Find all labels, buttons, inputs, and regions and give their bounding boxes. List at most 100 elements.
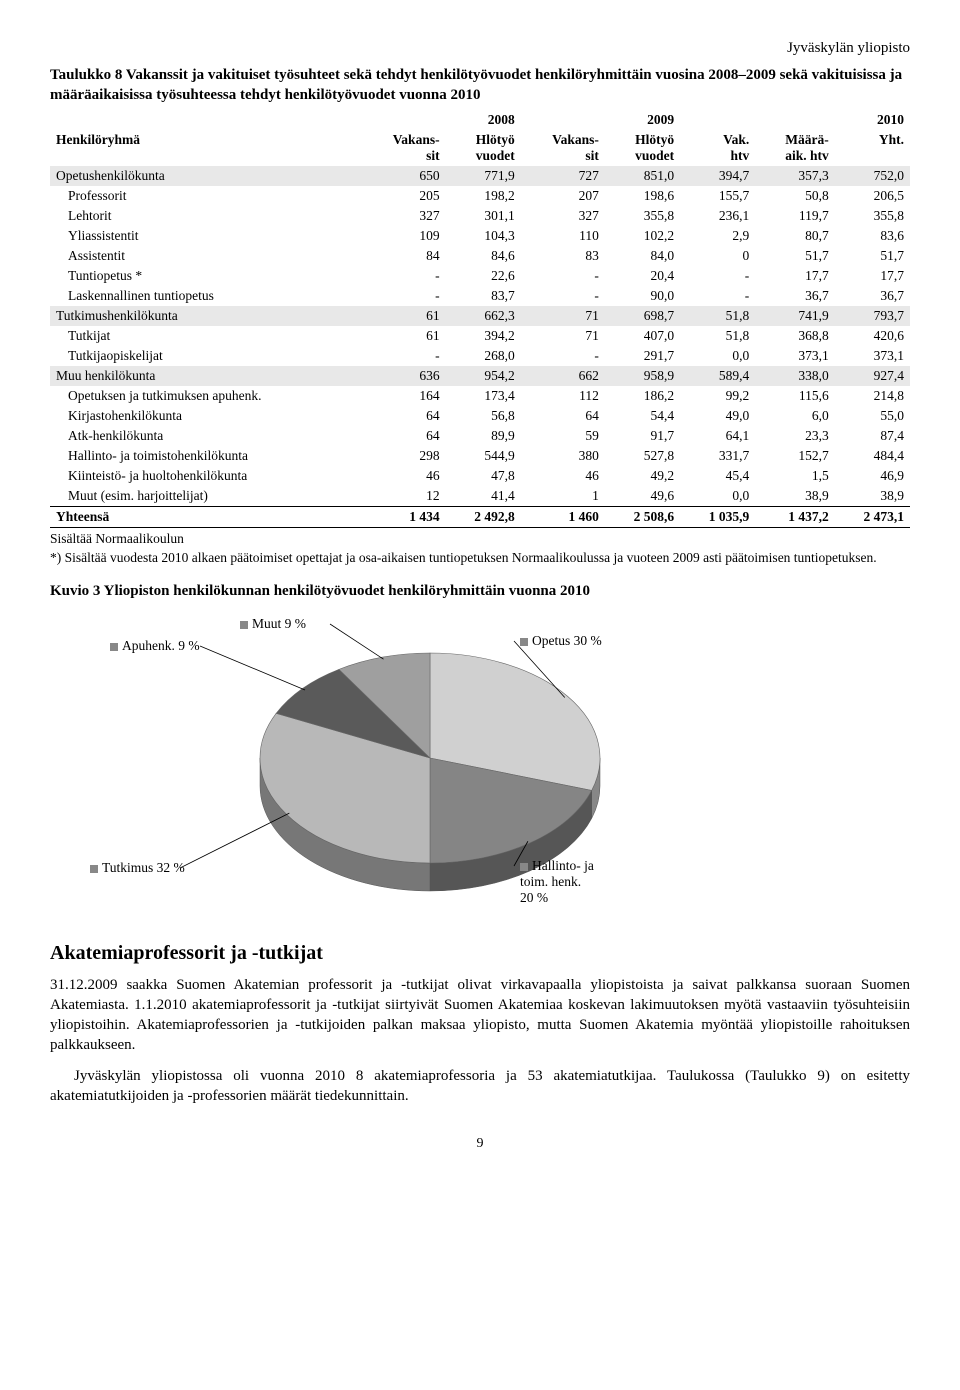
legend-text: Tutkimus 32 % <box>102 860 185 875</box>
cell: - <box>521 286 605 306</box>
table-row: Assistentit8484,68384,0051,751,7 <box>50 246 910 266</box>
legend-text: Muut 9 % <box>252 616 306 631</box>
row-label: Kiinteistö- ja huoltohenkilökunta <box>50 466 361 486</box>
cell: 373,1 <box>755 346 834 366</box>
legend-marker-icon <box>110 643 118 651</box>
cell: 331,7 <box>680 446 755 466</box>
body-paragraph-1: 31.12.2009 saakka Suomen Akatemian profe… <box>50 975 910 1056</box>
cell: 155,7 <box>680 186 755 206</box>
cell: 394,7 <box>680 166 755 186</box>
table-total-row: Yhteensä1 4342 492,81 4602 508,61 035,91… <box>50 506 910 527</box>
cell: 84,0 <box>605 246 680 266</box>
col-vakanssit-09: Vakans- sit <box>521 130 605 166</box>
cell: 38,9 <box>755 486 834 507</box>
cell: 56,8 <box>446 406 521 426</box>
table-row: Tuntiopetus *-22,6-20,4-17,717,7 <box>50 266 910 286</box>
cell: 650 <box>361 166 445 186</box>
cell: 38,9 <box>835 486 910 507</box>
cell: 394,2 <box>446 326 521 346</box>
total-cell: 2 492,8 <box>446 506 521 527</box>
cell: 484,4 <box>835 446 910 466</box>
cell: 268,0 <box>446 346 521 366</box>
cell: 84,6 <box>446 246 521 266</box>
cell: 752,0 <box>835 166 910 186</box>
cell: 327 <box>521 206 605 226</box>
cell: 61 <box>361 306 445 326</box>
cell: 51,7 <box>755 246 834 266</box>
cell: 55,0 <box>835 406 910 426</box>
cell: 89,9 <box>446 426 521 446</box>
col-hlotyo-09: Hlötyö vuodet <box>605 130 680 166</box>
cell: 186,2 <box>605 386 680 406</box>
cell: 45,4 <box>680 466 755 486</box>
cell: 589,4 <box>680 366 755 386</box>
cell: 236,1 <box>680 206 755 226</box>
cell: 793,7 <box>835 306 910 326</box>
cell: 59 <box>521 426 605 446</box>
cell: 198,2 <box>446 186 521 206</box>
row-label: Yliassistentit <box>50 226 361 246</box>
cell: 64 <box>361 406 445 426</box>
cell: 954,2 <box>446 366 521 386</box>
cell: 84 <box>361 246 445 266</box>
cell: 198,6 <box>605 186 680 206</box>
table-year-row: 2008 2009 2010 <box>50 110 910 130</box>
cell: 64 <box>361 426 445 446</box>
cell: 368,8 <box>755 326 834 346</box>
table-row: Opetuksen ja tutkimuksen apuhenk.164173,… <box>50 386 910 406</box>
section-heading: Akatemiaprofessorit ja -tutkijat <box>50 942 910 965</box>
legend-marker-icon <box>520 863 528 871</box>
cell: 49,0 <box>680 406 755 426</box>
cell: 51,7 <box>835 246 910 266</box>
cell: 61 <box>361 326 445 346</box>
table-row: Lehtorit327301,1327355,8236,1119,7355,8 <box>50 206 910 226</box>
cell: 214,8 <box>835 386 910 406</box>
cell: 102,2 <box>605 226 680 246</box>
cell: 119,7 <box>755 206 834 226</box>
row-label: Atk-henkilökunta <box>50 426 361 446</box>
cell: 741,9 <box>755 306 834 326</box>
table-row: Kiinteistö- ja huoltohenkilökunta4647,84… <box>50 466 910 486</box>
cell: 17,7 <box>835 266 910 286</box>
row-label: Hallinto- ja toimistohenkilökunta <box>50 446 361 466</box>
cell: 727 <box>521 166 605 186</box>
row-label: Muut (esim. harjoittelijat) <box>50 486 361 507</box>
row-label: Laskennallinen tuntiopetus <box>50 286 361 306</box>
cell: 407,0 <box>605 326 680 346</box>
cell: 357,3 <box>755 166 834 186</box>
cell: 662 <box>521 366 605 386</box>
table-caption: Taulukko 8 Vakanssit ja vakituiset työsu… <box>50 65 910 106</box>
cell: 64 <box>521 406 605 426</box>
cell: 64,1 <box>680 426 755 446</box>
cell: 1,5 <box>755 466 834 486</box>
cell: 373,1 <box>835 346 910 366</box>
cell: 112 <box>521 386 605 406</box>
cell: 51,8 <box>680 326 755 346</box>
cell: 2,9 <box>680 226 755 246</box>
row-label: Assistentit <box>50 246 361 266</box>
cell: 91,7 <box>605 426 680 446</box>
cell: 527,8 <box>605 446 680 466</box>
cell: 51,8 <box>680 306 755 326</box>
legend-marker-icon <box>90 865 98 873</box>
total-cell: 1 434 <box>361 506 445 527</box>
cell: 71 <box>521 306 605 326</box>
cell: 87,4 <box>835 426 910 446</box>
cell: 49,2 <box>605 466 680 486</box>
cell: 355,8 <box>605 206 680 226</box>
body-paragraph-2: Jyväskylän yliopistossa oli vuonna 2010 … <box>50 1066 910 1107</box>
year-2010: 2010 <box>680 110 910 130</box>
table-row: Yliassistentit109104,3110102,22,980,783,… <box>50 226 910 246</box>
total-cell: 1 460 <box>521 506 605 527</box>
cell: 0 <box>680 246 755 266</box>
col-yht: Yht. <box>835 130 910 166</box>
cell: 110 <box>521 226 605 246</box>
cell: 152,7 <box>755 446 834 466</box>
chart-legend-label: Apuhenk. 9 % <box>110 638 200 654</box>
table-row: Tutkimushenkilökunta61662,371698,751,874… <box>50 306 910 326</box>
cell: 0,0 <box>680 486 755 507</box>
cell: 23,3 <box>755 426 834 446</box>
cell: 338,0 <box>755 366 834 386</box>
col-vakanssit-08: Vakans- sit <box>361 130 445 166</box>
table-note-1: Sisältää Normaalikoulun <box>50 530 910 548</box>
